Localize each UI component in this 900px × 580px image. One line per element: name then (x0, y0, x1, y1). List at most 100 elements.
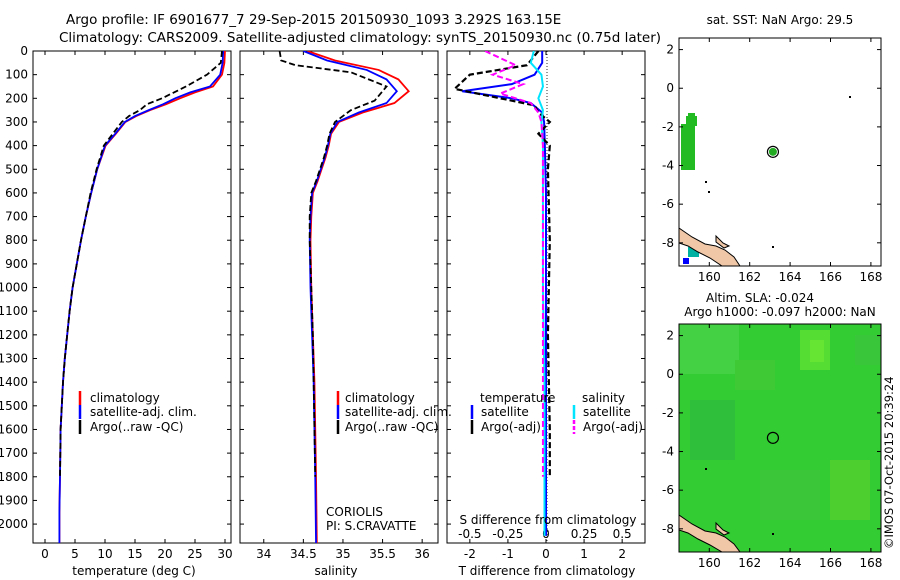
legend-label-climatology: climatology (90, 391, 160, 405)
data-center-label: CORIOLIS (326, 505, 383, 519)
lat-tick-label: -6 (662, 483, 674, 497)
depth-tick-label: 1400 (0, 375, 28, 389)
legend-label-sal-satellite: satellite (583, 405, 631, 419)
depth-tick-label: 900 (5, 257, 28, 271)
salinity-legend: climatology satellite-adj. clim. Argo(..… (336, 391, 452, 434)
sla-y-ticks: 2 0 -2 -4 -6 -8 (662, 329, 881, 536)
depth-tick-label: 1900 (0, 493, 28, 507)
lat-tick-label: -8 (662, 236, 674, 250)
sst-green-patch (681, 124, 695, 170)
sst-land-island (715, 234, 731, 249)
sst-land-dot (772, 246, 774, 248)
x-tick-label: -1 (502, 547, 514, 561)
sst-float-markers (766, 145, 780, 158)
depth-tick-label: 1500 (0, 399, 28, 413)
sst-map-title: sat. SST: NaN Argo: 29.5 (707, 13, 854, 27)
sla-patch (760, 470, 820, 520)
series-climatology (58, 51, 226, 543)
depth-tick-label: 1600 (0, 422, 28, 436)
lon-tick-label: 166 (819, 270, 842, 284)
sla-patch (690, 400, 735, 460)
lat-tick-label: -8 (662, 522, 674, 536)
lon-tick-label: 168 (859, 270, 882, 284)
sst-land-coast (679, 227, 741, 266)
temperature-axes-box (32, 50, 232, 544)
lon-tick-label: 160 (698, 556, 721, 570)
difference-x-label: T difference from climatology (458, 564, 636, 578)
difference-top-label: S difference from climatology (460, 513, 637, 527)
sst-blue-patch (683, 258, 689, 264)
x-tick-label: 35 (335, 547, 350, 561)
lat-tick-label: 0 (666, 367, 674, 381)
sla-land-coast (679, 514, 741, 552)
depth-tick-label: 0 (20, 44, 28, 58)
x-tick-label: 5 (71, 547, 79, 561)
temperature-panel: 0 5 10 15 20 25 30 temperature (deg C) climato… (32, 50, 233, 578)
legend-label-argo: Argo(..raw -QC) (90, 420, 183, 434)
sst-land-dot (705, 181, 707, 183)
sla-patch (855, 335, 881, 365)
x-tick-label: 0 (542, 547, 550, 561)
salinity-x-label: salinity (314, 564, 357, 578)
x-tick-label: 25 (187, 547, 202, 561)
depth-tick-label: 300 (5, 115, 28, 129)
depth-tick-label: 400 (5, 139, 28, 153)
argo-float-sst-value (768, 147, 777, 156)
x-tick-label: 2 (618, 547, 626, 561)
x-tick-label: 34 (256, 547, 271, 561)
x-tick-label: 1 (580, 547, 588, 561)
x-tick-label: 10 (97, 547, 112, 561)
sla-x-ticks: 160 162 164 166 168 (698, 324, 882, 570)
lat-tick-label: -2 (662, 406, 674, 420)
legend-title-salinity: salinity (582, 391, 625, 405)
depth-tick-label: 600 (5, 186, 28, 200)
lon-tick-label: 162 (738, 270, 761, 284)
argo-float-marker (766, 145, 780, 158)
lon-tick-label: 166 (819, 556, 842, 570)
sst-x-ticks: 160 162 164 166 168 (698, 38, 882, 284)
lon-tick-label: 164 (779, 556, 802, 570)
depth-tick-label: 1700 (0, 446, 28, 460)
depth-tick-label: 700 (5, 210, 28, 224)
lat-tick-label: -4 (662, 159, 674, 173)
lat-tick-label: 2 (666, 329, 674, 343)
series-argo-raw-qc- (278, 51, 389, 477)
legend-label-satellite: satellite-adj. clim. (90, 405, 197, 419)
x-tick-label: 34.5 (290, 547, 317, 561)
x-tick-label: 30 (217, 547, 232, 561)
sla-patch (810, 340, 824, 362)
legend-label-temp-argo: Argo(-adj) (481, 420, 541, 434)
difference-x-ticks: -2 -1 0 1 2 (464, 51, 626, 561)
series-salinity-argo-adj- (484, 51, 544, 477)
legend-label-satellite: satellite-adj. clim. (345, 405, 452, 419)
x2-tick-label: -0.5 (458, 527, 481, 541)
sst-teal-patch (688, 247, 699, 257)
salinity-axes-box (239, 50, 439, 544)
sla-patch (735, 360, 775, 390)
depth-tick-label: 1300 (0, 352, 28, 366)
sla-map-panel: Altim. SLA: -0.024 Argo h1000: -0.097 h2… (662, 291, 882, 570)
x-tick-label: 20 (157, 547, 172, 561)
series-satellite-adj-clim- (303, 51, 399, 543)
sla-map-frame (678, 323, 882, 553)
sla-patch (679, 324, 739, 374)
figure-title-line1: Argo profile: IF 6901677_7 29-Sep-2015 2… (66, 12, 561, 28)
sla-float-markers (766, 431, 780, 444)
depth-tick-label: 500 (5, 162, 28, 176)
legend-label-sal-argo: Argo(-adj) (583, 420, 643, 434)
series-argo-raw-qc- (59, 51, 223, 477)
depth-tick-label: 1100 (0, 304, 28, 318)
series-temperature-argo-adj- (452, 51, 552, 477)
sla-land-dot (705, 468, 707, 470)
figure-title-line2: Climatology: CARS2009. Satellite-adjuste… (59, 30, 661, 46)
depth-tick-label: 100 (5, 68, 28, 82)
series-temperature-satellite (462, 51, 547, 536)
lat-tick-label: -2 (662, 120, 674, 134)
x-tick-label: 0 (41, 547, 49, 561)
depth-tick-label: 800 (5, 233, 28, 247)
difference-legend: temperature satellite Argo(-adj) salinit… (470, 391, 643, 434)
lat-tick-label: 0 (666, 81, 674, 95)
x2-tick-label: -0.25 (492, 527, 523, 541)
temperature-x-label: temperature (deg C) (72, 564, 195, 578)
legend-label-temp-satellite: satellite (481, 405, 529, 419)
